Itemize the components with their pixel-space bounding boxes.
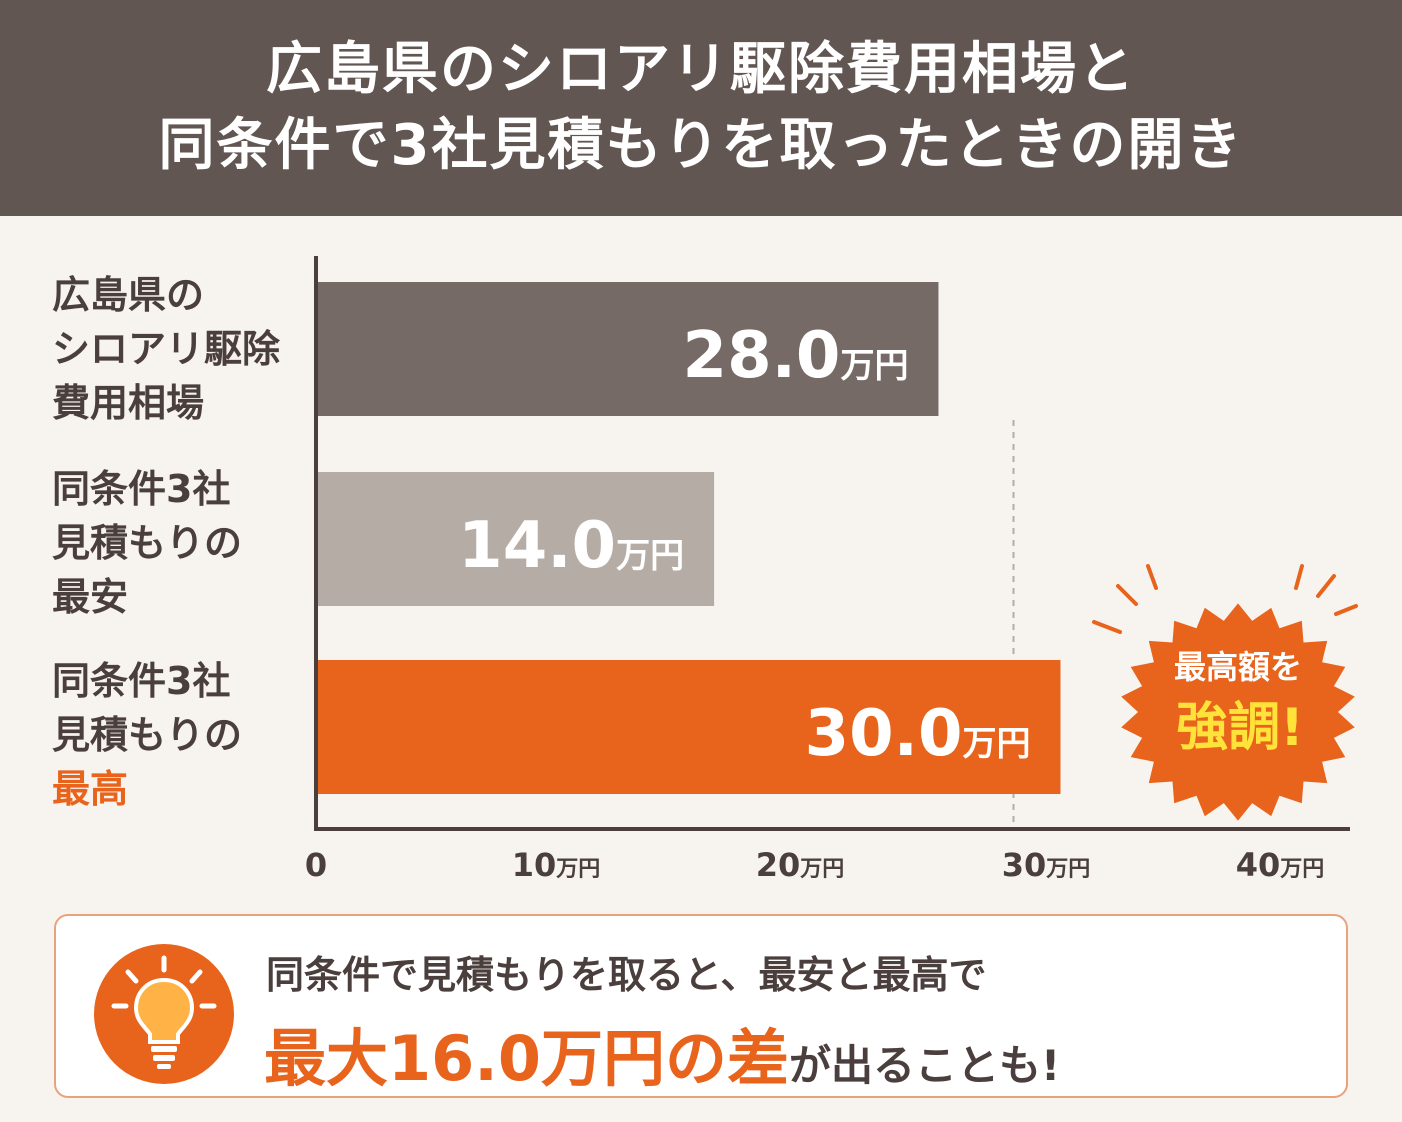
title-line-2: 同条件で3社見積もりを取ったときの開き (158, 113, 1244, 178)
category-label-line: 見積もりの (52, 521, 243, 565)
category-label-min: 同条件3社 見積もりの 最安 (52, 462, 242, 624)
category-label-line: 同条件3社 (52, 467, 231, 511)
bar-chart: 28.0万円 14.0万円 30.0万円 0 10万円 20万円 30万円 40万円 最高額… (305, 256, 1358, 884)
category-label-line: シロアリ駆除 (52, 327, 281, 371)
header: 広島県のシロアリ駆除費用相場と 同条件で3社見積もりを取ったときの開き (0, 0, 1402, 216)
category-label-max: 同条件3社 見積もりの 最高 (52, 654, 242, 816)
x-tick-label: 30万円 (1002, 846, 1091, 884)
note-box: 同条件で見積もりを取ると、最安と最高で 最大16.0万円の差が出ることも! (54, 914, 1348, 1098)
badge-text-line1: 最高額を (1174, 648, 1302, 686)
note-rest: が出ることも! (788, 1041, 1061, 1090)
category-label-highlight: 最高 (52, 767, 129, 811)
badge-ray (1146, 564, 1158, 590)
note-highlight: 最大16.0万円の差 (264, 1022, 789, 1095)
badge-ray (1092, 620, 1122, 634)
lightbulb-icon (94, 944, 234, 1084)
note-line-2: 最大16.0万円の差が出ることも! (264, 1008, 1060, 1098)
x-tick-label: 0 (305, 846, 327, 884)
bar-value-label-0: 28.0万円 (683, 319, 909, 393)
bar-1 (316, 472, 715, 606)
category-label-average: 広島県の シロアリ駆除 費用相場 (52, 268, 280, 430)
highlight-badge: 最高額を 強調! (1092, 564, 1358, 821)
category-label-line: 見積もりの (52, 713, 243, 757)
note-line-1: 同条件で見積もりを取ると、最安と最高で (266, 953, 987, 997)
title-line-1: 広島県のシロアリ駆除費用相場と (266, 37, 1136, 102)
bar-0 (316, 282, 939, 416)
category-label-line: 費用相場 (52, 381, 205, 425)
badge-ray (1334, 604, 1358, 616)
badge-ray (1116, 584, 1138, 606)
badge-ray (1316, 574, 1336, 598)
category-label-line: 同条件3社 (52, 659, 231, 703)
badge-ray (1294, 564, 1304, 590)
category-label-line: 最安 (52, 575, 129, 619)
x-tick-label: 40万円 (1236, 846, 1325, 884)
bar-value-label-1: 14.0万円 (458, 509, 684, 583)
x-tick-label: 10万円 (512, 846, 601, 884)
badge-text-line2: 強調! (1176, 698, 1304, 758)
badge-burst (1121, 603, 1355, 821)
category-label-line: 広島県の (52, 273, 205, 317)
bar-2 (316, 660, 1061, 794)
bar-value-label-2: 30.0万円 (805, 697, 1031, 771)
x-tick-label: 20万円 (756, 846, 845, 884)
